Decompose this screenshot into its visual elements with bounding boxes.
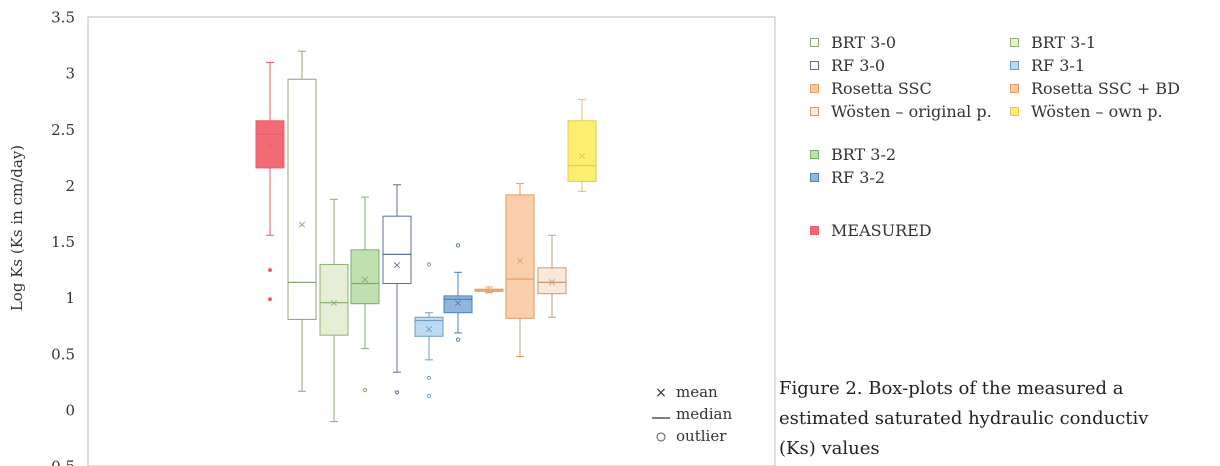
mean-marker: × <box>515 254 524 267</box>
y-tick-label: 0 <box>65 401 75 419</box>
box-plot-group: × <box>382 184 412 395</box>
box-plot-group: × <box>414 262 444 398</box>
legend-label: BRT 3-0 <box>831 33 897 52</box>
mean-key-marker: × <box>655 385 667 401</box>
legend-label: Rosetta SSC + BD <box>1031 79 1180 98</box>
legend-label: Wösten – original p. <box>831 102 992 121</box>
y-axis-title: Log Ks (Ks in cm/day) <box>8 145 26 311</box>
legend-label: BRT 3-1 <box>1031 33 1097 52</box>
legend-item-rf-3-1: RF 3-1 <box>1010 56 1085 75</box>
legend-label: RF 3-2 <box>831 168 885 187</box>
box-plot-group: × <box>474 284 504 297</box>
box-plot-group: × <box>537 234 567 318</box>
mean-marker: × <box>484 284 493 297</box>
plot-frame <box>87 16 776 466</box>
mean-marker: × <box>392 258 401 271</box>
box-plot-group: × <box>350 196 380 393</box>
box-plot-chart: 3.5 3 2.5 2 1.5 1 0.5 0 −0.5 Log Ks (Ks in cm/da… <box>8 9 776 466</box>
legend-item-wosten-own: Wösten – own p. <box>1010 102 1163 121</box>
iqr-box <box>255 120 285 169</box>
box-plot-group: × <box>255 61 285 302</box>
legend-label: RF 3-0 <box>831 56 885 75</box>
iqr-box <box>287 78 317 320</box>
legend: BRT 3-0 BRT 3-1 RF 3-0 RF 3-1 Rosetta SS… <box>800 28 1220 278</box>
legend-item-rosetta-ssc-bd: Rosetta SSC + BD <box>1010 79 1180 98</box>
legend-item-rf-3-2: RF 3-2 <box>810 168 885 187</box>
iqr-box <box>414 316 444 337</box>
outlier-point <box>426 375 432 380</box>
mean-marker: × <box>265 138 274 151</box>
iqr-box <box>319 263 349 336</box>
mean-marker: × <box>360 273 369 286</box>
legend-swatch <box>810 84 819 93</box>
outlier-key-label: outlier <box>676 427 727 445</box>
outlier-point <box>426 262 432 267</box>
mean-marker: × <box>547 275 556 288</box>
symbol-key: × mean median outlier <box>652 383 732 445</box>
y-tick-label: 3.5 <box>51 9 75 27</box>
legend-item-brt-3-0: BRT 3-0 <box>810 33 896 52</box>
y-tick-label: 2 <box>65 177 75 195</box>
legend-swatch <box>810 173 819 182</box>
mean-marker: × <box>297 218 306 231</box>
box-plot-group: × <box>567 98 597 192</box>
legend-label: BRT 3-2 <box>831 145 897 164</box>
legend-swatch <box>810 38 819 47</box>
legend-swatch <box>810 107 819 116</box>
legend-swatch <box>1010 38 1019 47</box>
outlier-point <box>268 297 272 302</box>
y-tick-label: 1 <box>65 289 75 307</box>
caption-line-1: Figure 2. Box-plots of the measured a <box>779 378 1124 399</box>
y-tick-label: −0.5 <box>39 458 75 466</box>
legend-item-wosten-original: Wösten – original p. <box>810 102 992 121</box>
box-plot-group: × <box>443 243 473 342</box>
y-axis-ticks: 3.5 3 2.5 2 1.5 1 0.5 0 −0.5 <box>39 9 75 466</box>
y-tick-label: 1.5 <box>51 233 75 251</box>
iqr-box <box>537 267 567 295</box>
legend-item-brt-3-1: BRT 3-1 <box>1010 33 1096 52</box>
caption-line-3: (Ks) values <box>779 438 880 459</box>
legend-item-rf-3-0: RF 3-0 <box>810 56 885 75</box>
median-key-label: median <box>676 405 732 423</box>
mean-key-label: mean <box>676 383 718 401</box>
legend-label: RF 3-1 <box>1031 56 1085 75</box>
outlier-point <box>268 268 272 273</box>
outlier-key-marker <box>656 432 666 442</box>
y-tick-label: 2.5 <box>51 121 75 139</box>
outlier-point <box>394 390 400 395</box>
legend-label: Rosetta SSC <box>831 79 932 98</box>
mean-marker: × <box>424 322 433 335</box>
outlier-point <box>455 337 461 342</box>
outlier-point <box>455 243 461 248</box>
outlier-point <box>426 393 432 398</box>
legend-swatch <box>810 150 819 159</box>
legend-swatch <box>1010 107 1019 116</box>
box-plot-group: × <box>319 198 349 423</box>
mean-marker: × <box>577 150 586 163</box>
iqr-box <box>443 295 473 314</box>
iqr-box <box>567 120 597 182</box>
legend-swatch <box>810 61 819 70</box>
y-tick-label: 3 <box>65 65 75 83</box>
box-plot-series: × × × × × × × × × × × <box>255 50 597 423</box>
legend-swatch <box>810 226 819 235</box>
figure-caption: Figure 2. Box-plots of the measured a es… <box>779 374 1220 464</box>
iqr-box <box>350 249 380 305</box>
legend-label: Wösten – own p. <box>1031 102 1163 121</box>
caption-line-2: estimated saturated hydraulic conductiv <box>779 408 1149 429</box>
legend-item-measured: MEASURED <box>810 221 932 240</box>
box-plot-group: × <box>505 183 535 357</box>
legend-item-brt-3-2: BRT 3-2 <box>810 145 896 164</box>
mean-marker: × <box>453 297 462 310</box>
iqr-box <box>382 215 412 285</box>
iqr-box <box>505 194 535 319</box>
y-tick-label: 0.5 <box>51 345 75 363</box>
outlier-point <box>362 388 368 393</box>
legend-swatch <box>1010 61 1019 70</box>
box-plot-group: × <box>287 50 317 392</box>
legend-swatch <box>1010 84 1019 93</box>
legend-item-rosetta-ssc: Rosetta SSC <box>810 79 932 98</box>
mean-marker: × <box>329 297 338 310</box>
legend-label: MEASURED <box>831 221 932 240</box>
